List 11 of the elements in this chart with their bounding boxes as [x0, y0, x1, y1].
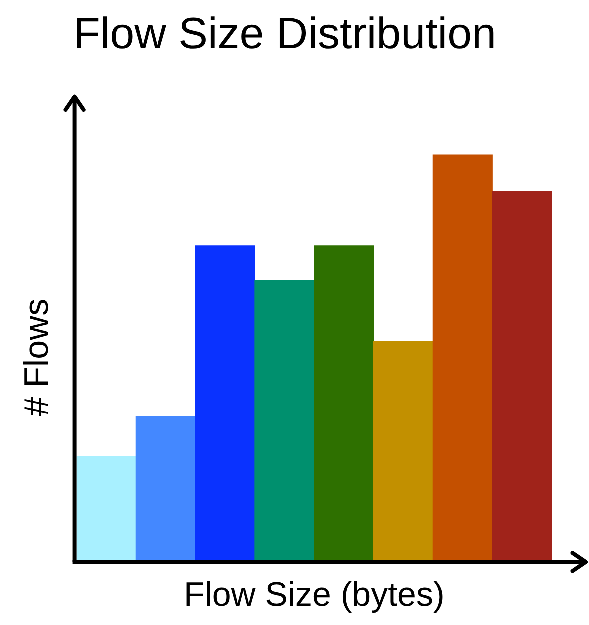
x-axis-title: Flow Size (bytes): [184, 576, 445, 614]
bar: [432, 154, 493, 560]
y-axis-title: # Flows: [18, 298, 56, 416]
bar: [136, 416, 196, 560]
bar: [254, 280, 315, 560]
bar: [492, 190, 552, 560]
bar: [195, 246, 256, 560]
chart-title: Flow Size Distribution: [73, 10, 497, 59]
bar: [373, 340, 434, 560]
bar: [76, 456, 137, 560]
bar: [314, 246, 374, 560]
